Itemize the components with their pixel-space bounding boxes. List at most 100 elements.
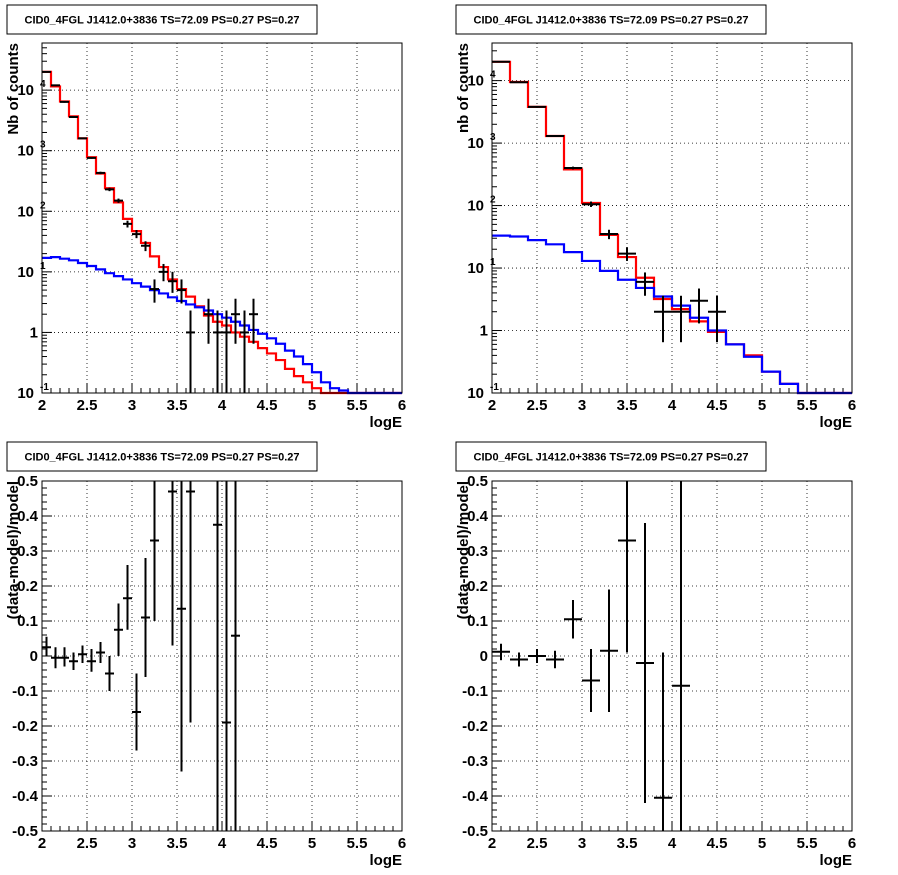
y-tick-exponent: 4: [40, 79, 46, 90]
series-line-blue: [42, 256, 402, 395]
data-point: [249, 298, 258, 344]
x-tick-label: 4: [668, 397, 677, 414]
data-point: [213, 481, 222, 831]
y-tick-label: 0.3: [17, 543, 38, 560]
x-tick-label: 5.5: [347, 397, 368, 414]
data-point: [204, 298, 213, 344]
y-axis-label: (data-model)/model: [455, 481, 472, 619]
x-tick-label: 5: [308, 397, 316, 414]
chart-title: CID0_4FGL J1412.0+3836 TS=72.09 PS=0.27 …: [25, 15, 300, 27]
data-point: [528, 649, 546, 663]
data-point: [114, 603, 123, 656]
data-point: [123, 220, 132, 228]
data-point: [564, 600, 582, 639]
y-tick-label: 10: [467, 73, 484, 90]
data-point: [141, 558, 150, 677]
data-point: [141, 241, 150, 252]
data-point: [159, 263, 168, 282]
x-tick-label: 6: [848, 835, 856, 852]
y-tick-label: 0.5: [17, 473, 38, 490]
x-tick-label: 3: [128, 397, 136, 414]
x-tick-label: 3: [578, 835, 586, 852]
x-tick-label: 5.5: [347, 835, 368, 852]
y-tick-label: 0.1: [467, 613, 488, 630]
x-tick-label: 2: [38, 835, 46, 852]
x-tick-label: 3: [578, 397, 586, 414]
y-tick-exponent: 3: [490, 132, 496, 143]
chart-title-box: [6, 441, 318, 472]
data-point: [114, 198, 123, 203]
data-point: [222, 481, 231, 831]
y-tick-label: 0.2: [467, 578, 488, 595]
data-point: [96, 171, 105, 175]
y-tick-label: -0.5: [12, 823, 38, 840]
x-tick-label: 5: [308, 835, 316, 852]
data-point: [78, 137, 87, 140]
data-point: [546, 650, 564, 669]
data-point: [672, 481, 690, 831]
y-tick-label: 10: [17, 82, 34, 99]
data-point: [186, 310, 195, 393]
y-tick-label: 0.4: [17, 508, 39, 525]
data-point: [636, 272, 654, 296]
x-tick-label: 3: [128, 835, 136, 852]
data-point: [510, 81, 528, 84]
chart-title: CID0_4FGL J1412.0+3836 TS=72.09 PS=0.27 …: [25, 452, 300, 464]
x-tick-label: 2.5: [77, 835, 98, 852]
y-tick-label: 0: [480, 648, 488, 665]
data-point: [528, 105, 546, 108]
data-point: [150, 279, 159, 303]
x-tick-label: 2: [488, 835, 496, 852]
data-point: [177, 481, 186, 772]
data-point: [132, 230, 141, 239]
data-point: [42, 636, 51, 656]
y-tick-label: 0.3: [467, 543, 488, 560]
x-axis-label: logE: [370, 852, 403, 869]
x-tick-label: 2: [488, 397, 496, 414]
data-point: [600, 589, 618, 712]
y-tick-label: -0.3: [12, 753, 38, 770]
x-axis-label: logE: [370, 414, 403, 431]
data-points: [492, 60, 726, 343]
y-tick-exponent: -1: [490, 382, 499, 393]
plot-frame: [491, 42, 853, 394]
chart-panel-1: CID0_4FGL J1412.0+3836 TS=72.09 PS=0.27 …: [5, 4, 406, 431]
data-point: [618, 481, 636, 653]
y-tick-label: 0.2: [17, 578, 38, 595]
x-axis-label: logE: [820, 852, 853, 869]
data-point: [168, 481, 177, 646]
data-point: [150, 481, 159, 621]
y-tick-label: 0.4: [467, 508, 489, 525]
y-tick-label: 0.5: [467, 473, 488, 490]
x-tick-label: 4.5: [707, 835, 728, 852]
x-tick-label: 3.5: [617, 397, 638, 414]
x-tick-label: 2.5: [527, 397, 548, 414]
y-tick-exponent: 1: [490, 257, 496, 268]
x-tick-label: 2: [38, 397, 46, 414]
data-point: [186, 481, 195, 723]
x-tick-label: 4: [218, 397, 227, 414]
y-tick-label: 0.1: [17, 613, 38, 630]
data-point: [492, 60, 510, 63]
plot-frame: [491, 480, 853, 832]
x-tick-label: 5: [758, 835, 766, 852]
y-tick-exponent: 2: [40, 200, 46, 211]
y-tick-label: 10: [17, 385, 34, 402]
x-tick-label: 5.5: [797, 397, 818, 414]
data-point: [51, 84, 60, 87]
data-point: [60, 647, 69, 667]
y-tick-label: -0.2: [462, 718, 488, 735]
x-tick-label: 4.5: [707, 397, 728, 414]
chart-title-box: [455, 4, 767, 35]
plot-frame: [41, 480, 403, 832]
plot-area: [492, 43, 852, 393]
data-point: [177, 279, 186, 304]
x-tick-label: 3.5: [167, 397, 188, 414]
data-point: [78, 645, 87, 663]
y-tick-label: -0.1: [462, 683, 488, 700]
y-tick-label: 10: [17, 264, 34, 281]
data-point: [96, 642, 105, 663]
y-tick-label: -0.4: [12, 788, 39, 805]
data-point: [564, 166, 582, 170]
